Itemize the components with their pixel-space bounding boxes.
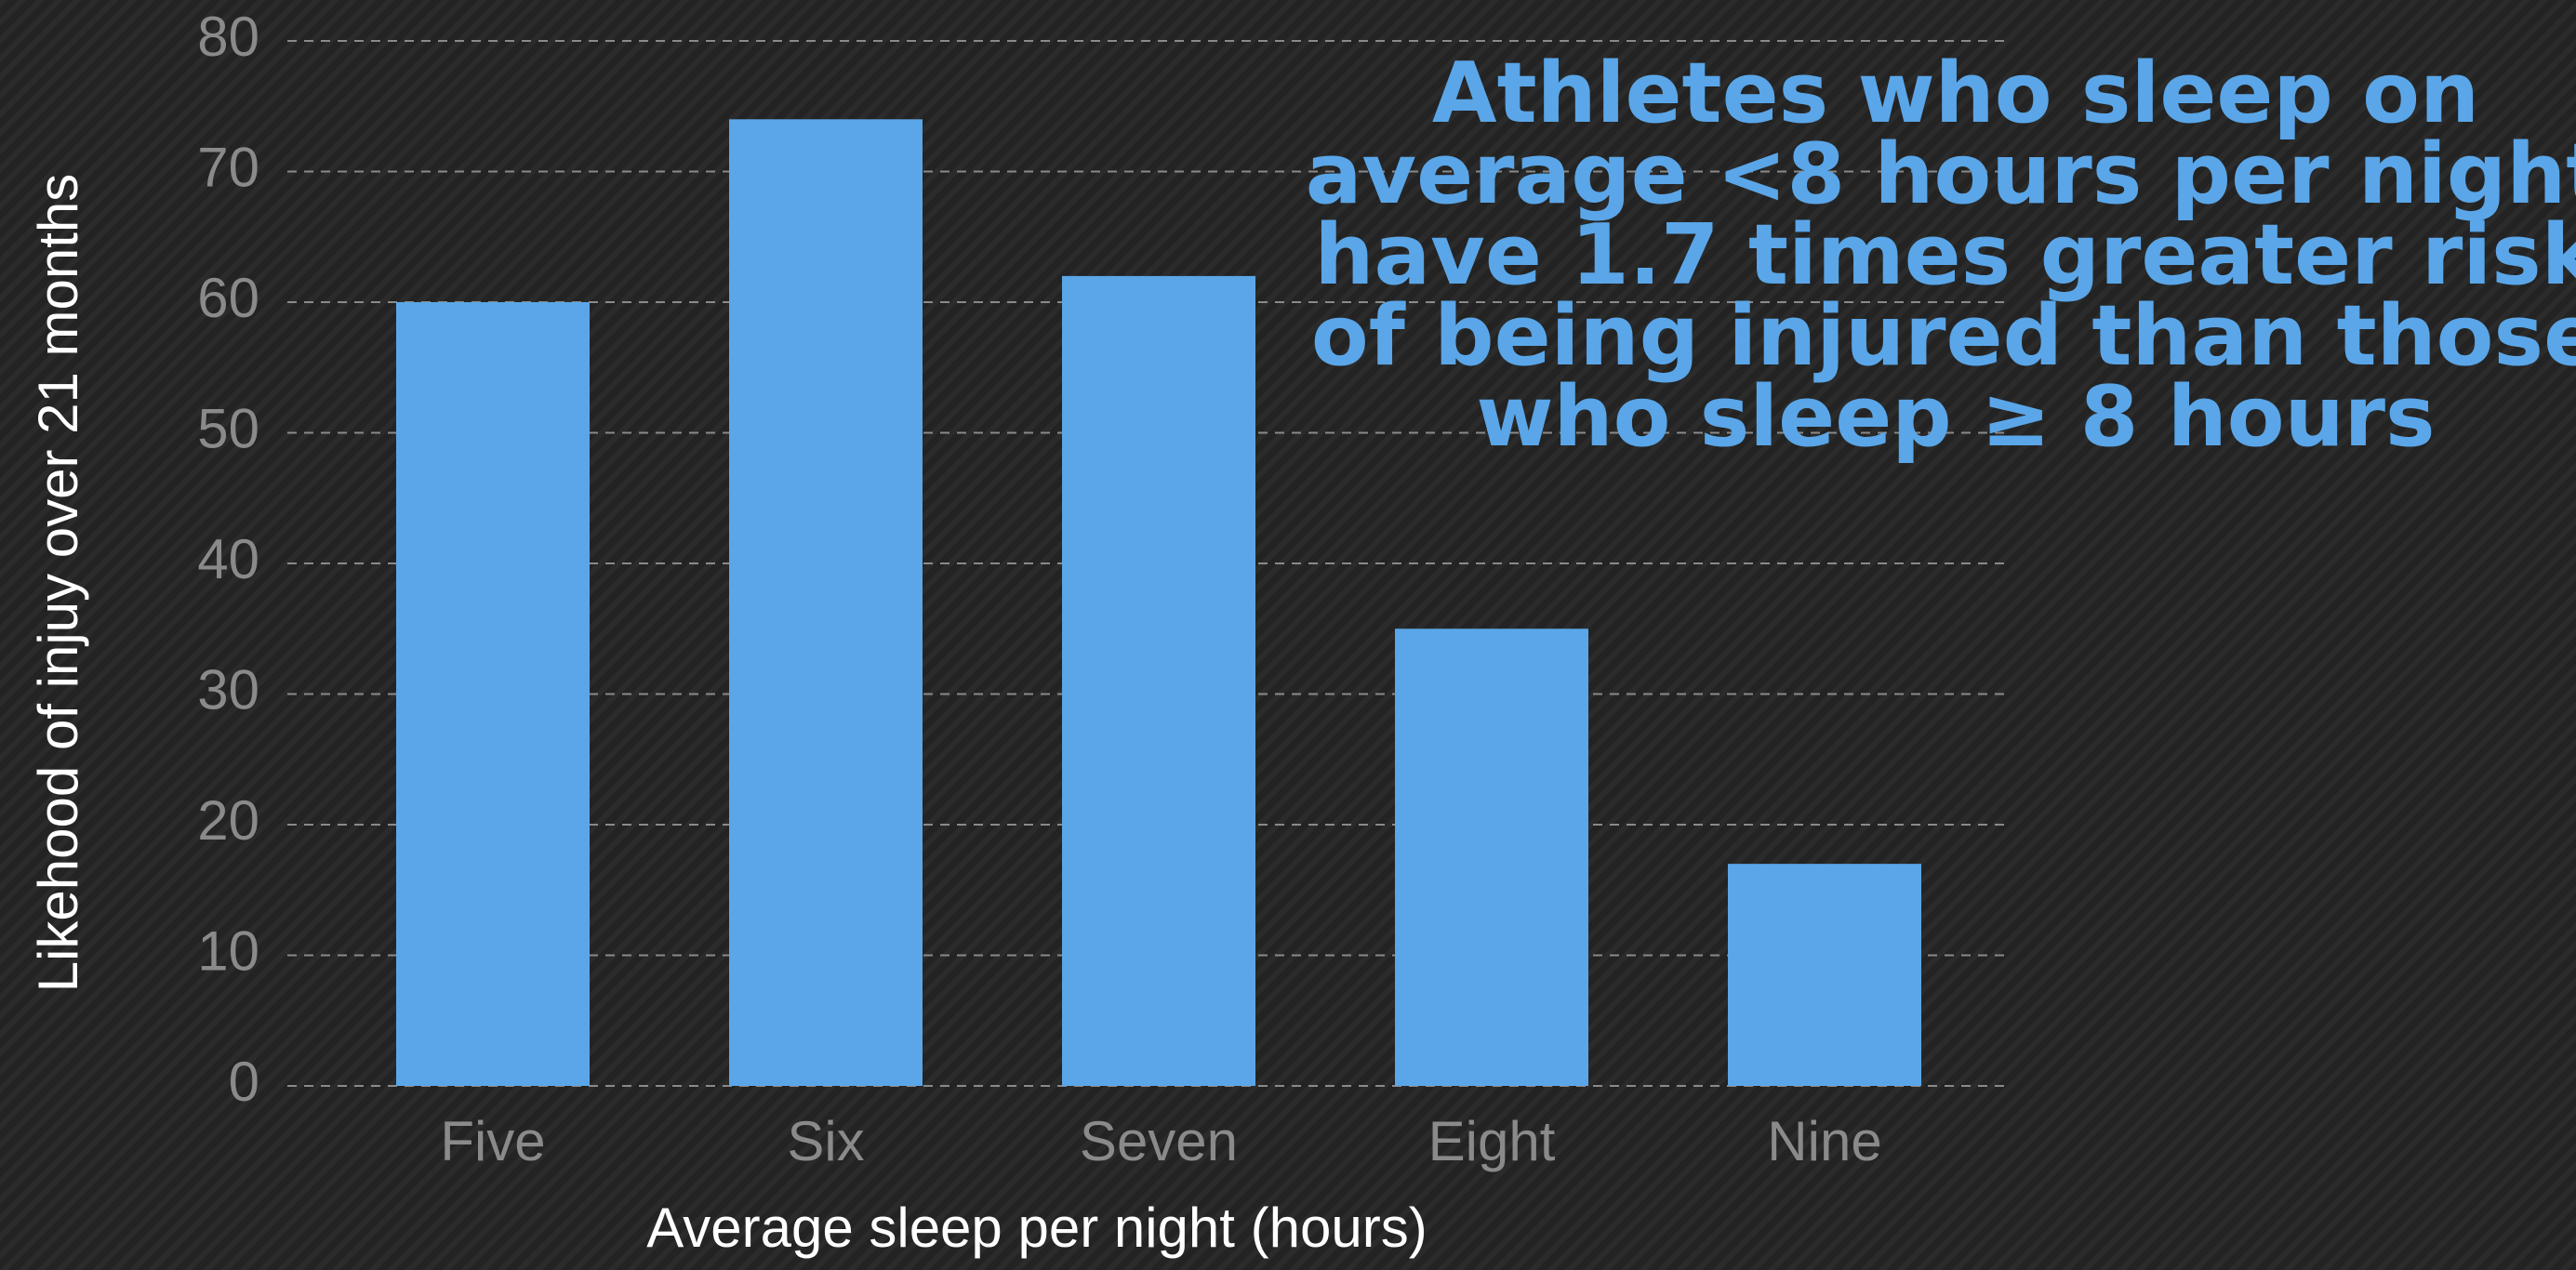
y-tick-label: 40 [197, 528, 259, 590]
x-axis-label: Average sleep per night (hours) [646, 1197, 1427, 1259]
annotation: average <8 hours per night [1306, 126, 2576, 223]
annotation: who sleep ≥ 8 hours [1476, 368, 2435, 466]
y-tick-label: 0 [229, 1051, 259, 1113]
annotation: of being injured than those [1311, 287, 2576, 385]
y-tick-label: 60 [197, 267, 259, 329]
bar [1395, 628, 1588, 1086]
y-tick-label: 30 [197, 658, 259, 721]
bar [1062, 275, 1255, 1086]
y-tick-label: 20 [197, 789, 259, 852]
x-tick-label: Nine [1767, 1110, 1881, 1172]
x-tick-label: Seven [1080, 1110, 1238, 1172]
annotation: have 1.7 times greater risk [1314, 206, 2576, 304]
x-tick-label: Eight [1428, 1110, 1556, 1172]
bar [1728, 864, 1921, 1086]
y-tick-label: 50 [197, 397, 259, 459]
y-tick-label: 80 [197, 6, 259, 68]
x-tick-label: Six [787, 1110, 864, 1172]
bar [396, 302, 590, 1086]
y-tick-label: 70 [197, 136, 259, 198]
y-tick-label: 10 [197, 919, 259, 982]
x-tick-label: Five [440, 1110, 545, 1172]
annotation: Athletes who sleep on [1432, 45, 2479, 142]
bar [729, 119, 923, 1086]
y-axis-label: Likehood of injuy over 21 months [27, 174, 89, 993]
